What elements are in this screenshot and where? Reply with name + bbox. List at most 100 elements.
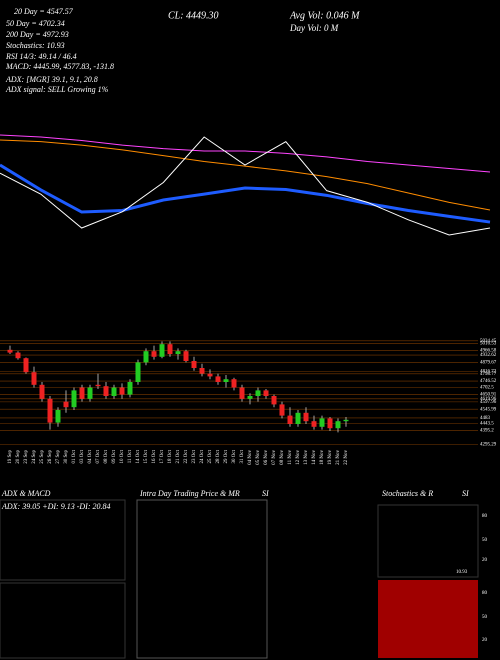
x-tick-label: 11 Oct <box>128 449 133 463</box>
x-tick-label: 05 Nov <box>256 450 261 465</box>
x-tick-label: 03 Oct <box>80 449 85 463</box>
candle-body <box>79 387 85 399</box>
candle-body <box>199 368 205 374</box>
x-tick-label: 04 Oct <box>88 449 93 463</box>
x-tick-label: 24 Sep <box>32 450 37 464</box>
candle-body <box>327 418 333 429</box>
x-tick-label: 07 Oct <box>96 449 101 463</box>
candle-body <box>15 352 21 359</box>
candle-body <box>207 373 213 377</box>
candle-body <box>71 390 77 408</box>
header-line: 50 Day = 4702.34 <box>6 19 65 28</box>
candle-body <box>335 421 341 429</box>
panel-title: Stochastics & R <box>382 489 433 498</box>
x-tick-label: 08 Oct <box>104 449 109 463</box>
rsi-frame <box>378 580 478 658</box>
adx-values: ADX: 39.05 +DI: 9.13 -DI: 20.84 <box>1 502 111 511</box>
y-tick-label: 5016.53 <box>480 341 497 346</box>
candle-body <box>183 351 189 361</box>
x-tick-label: 26 Sep <box>48 450 53 464</box>
y-tick-label: 4443.5 <box>480 422 494 427</box>
candle-body <box>239 387 245 399</box>
rsi-tick: 20 <box>482 638 488 643</box>
candle-body <box>135 362 141 382</box>
y-tick-label: 4702.5 <box>480 385 494 390</box>
header-line: Stochastics: 10.93 <box>6 41 65 50</box>
header-line: MACD: 4445.99, 4577.83, -131.8 <box>5 62 114 71</box>
candle-body <box>159 344 165 357</box>
candle-body <box>167 344 173 354</box>
y-tick-label: 4650.91 <box>480 393 497 398</box>
panel-title: ADX & MACD <box>1 489 51 498</box>
candle-body <box>87 387 93 399</box>
candle-body <box>343 419 349 422</box>
y-tick-label: 4597.96 <box>480 400 497 405</box>
ma-line <box>0 136 491 236</box>
ma-line <box>0 163 491 224</box>
header-line: 20 Day = 4547.57 <box>14 7 74 16</box>
candle-body <box>223 379 229 382</box>
x-tick-label: 21 Nov <box>336 450 341 465</box>
x-tick-label: 19 Nov <box>328 450 333 465</box>
x-tick-label: 24 Oct <box>200 449 205 463</box>
y-tick-label: 4483 <box>480 416 491 421</box>
candle-body <box>103 386 109 396</box>
x-tick-label: 14 Nov <box>312 450 317 465</box>
rsi-tick: 50 <box>482 615 488 620</box>
y-tick-label: 4395.2 <box>480 428 494 433</box>
y-tick-label: 4545.99 <box>480 407 497 412</box>
candle-body <box>7 349 13 353</box>
candle-body <box>127 382 133 395</box>
x-tick-label: 20 Sep <box>16 450 21 464</box>
x-tick-label: 23 Sep <box>24 450 29 464</box>
y-tick-label: 5034.45 <box>480 339 497 344</box>
candle-body <box>279 404 285 416</box>
y-tick-label: 4816.72 <box>480 369 497 374</box>
candle-body <box>295 412 301 424</box>
x-tick-label: 30 Oct <box>232 449 237 463</box>
candle-body <box>95 384 101 387</box>
candle-body <box>303 412 309 422</box>
candle-body <box>111 387 117 396</box>
ma-line <box>0 139 491 211</box>
x-tick-label: 14 Oct <box>136 449 141 463</box>
x-tick-label: 22 Oct <box>184 449 189 463</box>
x-tick-label: 30 Sep <box>64 450 69 464</box>
candle-body <box>247 396 253 399</box>
header-line: RSI 14/3: 49.14 / 46.4 <box>5 52 77 61</box>
candle-body <box>151 351 157 357</box>
x-tick-label: 19 Sep <box>8 450 13 464</box>
x-tick-label: 17 Oct <box>160 449 165 463</box>
candle-body <box>47 398 53 423</box>
stoch-tick: 80 <box>482 514 488 519</box>
x-tick-label: 15 Oct <box>144 449 149 463</box>
candle-body <box>231 379 237 388</box>
rsi-tick: 80 <box>482 591 488 596</box>
intraday-frame <box>136 499 268 659</box>
x-tick-label: 08 Nov <box>280 450 285 465</box>
day-vol: Day Vol: 0 M <box>289 23 339 33</box>
y-tick-label: 4966.58 <box>480 348 497 353</box>
x-tick-label: 11 Nov <box>288 450 293 465</box>
x-tick-label: 25 Sep <box>40 450 45 464</box>
candle-body <box>271 396 277 405</box>
candle-body <box>63 401 69 408</box>
x-tick-label: 04 Nov <box>248 450 253 465</box>
y-tick-label: 4295.29 <box>480 442 497 447</box>
x-tick-label: 31 Oct <box>240 449 245 463</box>
ma-line <box>0 134 491 173</box>
adx-frame <box>0 499 126 581</box>
candle-body <box>23 358 29 373</box>
x-tick-label: 22 Nov <box>344 450 349 465</box>
candle-body <box>263 390 269 396</box>
x-tick-label: 16 Oct <box>152 449 157 463</box>
close-price: CL: 4449.30 <box>168 10 219 21</box>
x-tick-label: 28 Oct <box>216 449 221 463</box>
x-tick-label: 25 Oct <box>208 449 213 463</box>
x-tick-label: 06 Nov <box>264 450 269 465</box>
avg-vol: Avg Vol: 0.046 M <box>289 10 360 21</box>
x-tick-label: 29 Oct <box>224 449 229 463</box>
panel-title: SI <box>262 489 269 498</box>
candle-body <box>55 410 61 423</box>
